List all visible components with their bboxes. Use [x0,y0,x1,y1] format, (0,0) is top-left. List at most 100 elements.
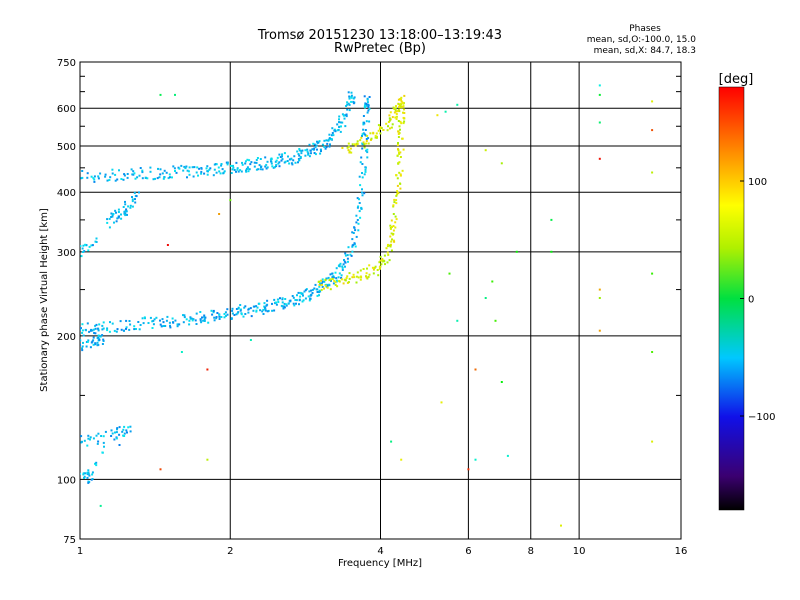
data-point [367,109,370,112]
data-point [253,165,256,168]
data-point [126,173,129,175]
data-point [110,435,113,437]
data-point [344,252,347,255]
data-point [383,260,386,263]
data-point [277,162,280,165]
data-point [289,299,292,302]
data-point [651,129,654,132]
data-point [256,306,259,309]
data-point [298,149,301,152]
data-point [355,235,358,238]
data-point [125,210,128,213]
data-point [323,287,325,290]
data-point [117,216,120,219]
data-point [372,268,375,271]
data-point [296,150,299,153]
data-point [112,213,115,215]
data-point [347,102,350,105]
data-point [345,113,348,116]
data-point [380,263,383,266]
data-point [651,100,654,103]
data-point [237,170,240,173]
data-point [108,226,111,229]
data-point [316,148,318,151]
data-point [255,161,258,164]
data-point [223,316,226,319]
data-point [82,334,85,337]
data-point [388,259,391,262]
data-point [365,138,368,140]
data-point [281,155,283,158]
data-point [293,304,296,307]
data-point [368,96,371,98]
data-point [80,245,82,247]
data-point [309,297,312,300]
data-point [330,279,332,282]
data-point [80,435,83,438]
data-point [281,297,284,300]
data-point [249,339,252,341]
data-point [250,161,253,164]
data-point [120,217,123,220]
data-point [139,324,142,326]
data-point [80,170,81,173]
data-point [394,215,397,218]
data-point [271,309,274,312]
data-point [550,218,553,221]
data-point [88,245,91,248]
data-point [364,168,367,171]
data-point [397,133,400,135]
data-point [172,321,175,324]
data-point [363,143,366,146]
data-point [239,169,242,172]
data-point [336,123,339,126]
data-point [363,121,365,124]
data-point [347,246,350,249]
data-point [103,445,105,448]
data-point [366,267,368,270]
data-point [388,117,391,120]
data-point [395,218,398,221]
data-point [240,170,243,173]
data-point [257,168,260,171]
data-point [290,162,293,165]
data-point [381,258,384,261]
data-point [94,327,97,330]
data-point [345,277,348,279]
data-point [95,237,98,240]
data-point [294,161,297,164]
data-point [85,345,88,348]
data-point [255,309,258,312]
data-point [118,426,121,429]
colorbar-gradient [718,86,745,511]
data-point [342,263,345,266]
data-point [122,428,125,431]
data-point [392,106,395,109]
data-point [126,176,129,179]
data-point [101,334,104,337]
data-point [374,265,377,268]
data-point [390,232,393,235]
data-point [347,142,350,145]
data-point [115,220,118,223]
data-point [474,368,477,371]
data-point [244,313,247,315]
data-point [188,319,191,322]
data-point [200,321,203,324]
data-point [174,93,176,96]
data-point [392,232,395,235]
data-point [193,166,196,169]
data-point [248,159,251,162]
data-point [374,136,377,139]
data-point [77,253,79,255]
data-point [343,117,346,120]
data-point [118,433,121,436]
data-point [220,316,223,318]
data-point [127,205,130,208]
data-point [374,134,377,137]
data-point [168,321,171,324]
data-point [287,155,289,158]
data-point [162,321,165,324]
data-point [151,327,154,329]
data-point [261,310,264,313]
